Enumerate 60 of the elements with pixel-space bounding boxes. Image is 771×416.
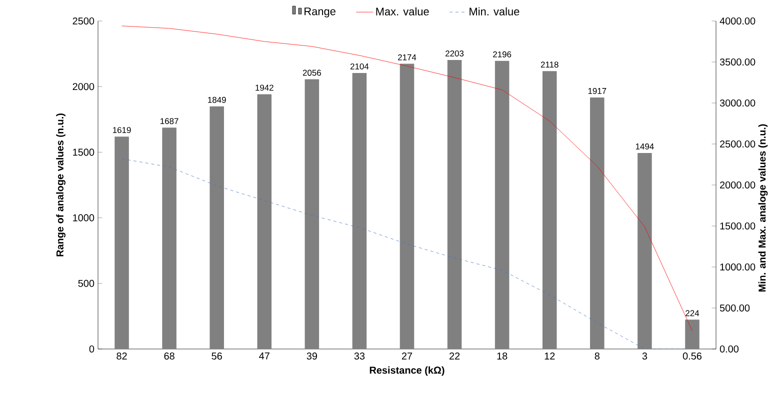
y2-axis-title: Min. and Max. analoge values (n.u.) [758, 124, 768, 292]
data-label: 1849 [208, 96, 226, 103]
data-label: 1687 [160, 118, 178, 124]
data-label: 2203 [446, 50, 464, 56]
y-tick-label: 2500 [72, 17, 94, 25]
x-axis-title: Resistance (kΩ) [370, 366, 444, 376]
x-tick-label: 8 [594, 352, 600, 360]
y-tick-label: 1000 [73, 214, 94, 222]
data-label: 2196 [493, 51, 512, 58]
bar [638, 152, 652, 349]
y2-tick-label: 3000.00 [720, 99, 756, 107]
bar [685, 320, 700, 349]
bar [590, 97, 604, 349]
bar [162, 128, 176, 349]
data-label: 224 [686, 310, 700, 316]
y-tick-label: 500 [78, 280, 94, 287]
legend-label: Max. value [376, 7, 429, 16]
bar [257, 94, 272, 349]
y-axis-title: Range of analoge values (n.u.) [56, 114, 66, 256]
x-tick-label: 0.56 [682, 352, 702, 360]
bar [304, 79, 320, 349]
bar [494, 60, 510, 349]
y2-tick-label: 2500.00 [720, 140, 756, 148]
y2-tick-label: 3500.00 [720, 58, 756, 66]
bar [542, 71, 557, 349]
data-label: 1917 [588, 88, 606, 94]
data-label: 2056 [302, 70, 321, 76]
y2-tick-label: 4000.00 [720, 17, 756, 25]
x-tick-label: 18 [497, 352, 508, 360]
data-label: 1619 [112, 127, 131, 134]
x-tick-label: 56 [212, 352, 222, 360]
y2-tick-label: 2000.00 [720, 181, 756, 189]
bar [352, 72, 367, 349]
x-tick-label: 22 [450, 352, 460, 360]
legend-label: Min. value [470, 7, 520, 16]
data-label: 1942 [256, 84, 274, 91]
bar [400, 64, 414, 349]
x-tick-label: 3 [642, 352, 648, 360]
x-tick-label: 12 [544, 352, 555, 360]
legend-label: Range [304, 8, 336, 18]
x-tick-label: 68 [164, 352, 174, 360]
data-label: 1494 [636, 143, 654, 150]
y2-tick-label: 500.00 [720, 304, 750, 312]
x-tick-label: 82 [116, 352, 127, 360]
y-tick-label: 2000 [72, 83, 94, 90]
data-label: 2174 [398, 54, 416, 60]
data-label: 2104 [350, 63, 369, 70]
bar [114, 136, 129, 349]
bar [447, 60, 462, 349]
y-tick-label: 1500 [73, 148, 94, 156]
x-tick-label: 47 [259, 352, 270, 360]
x-tick-label: 33 [354, 352, 365, 360]
y2-tick-label: 0.00 [720, 345, 739, 353]
bar [210, 106, 224, 349]
y2-tick-label: 1500.00 [720, 222, 756, 230]
x-tick-label: 39 [306, 352, 318, 360]
y-tick-label: 0 [89, 345, 94, 353]
y2-tick-label: 1000.00 [720, 263, 756, 271]
x-tick-label: 27 [402, 352, 412, 360]
data-label: 2118 [540, 62, 558, 68]
